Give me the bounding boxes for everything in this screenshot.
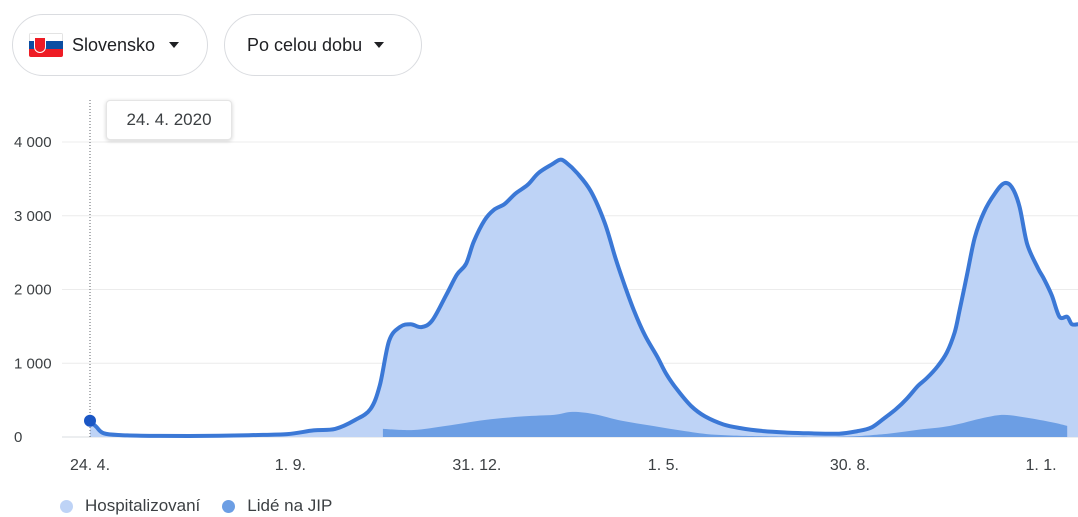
y-tick-label: 3 000 (14, 208, 52, 225)
slovakia-flag-icon (29, 33, 63, 57)
x-tick-label: 1. 5. (648, 457, 679, 474)
series-hospitalized-area (90, 159, 1078, 437)
x-tick-label: 1. 1. (1025, 457, 1056, 474)
y-tick-label: 2 000 (14, 282, 52, 299)
x-tick-label: 24. 4. (70, 457, 110, 474)
x-tick-label: 30. 8. (830, 457, 870, 474)
date-tooltip: 24. 4. 2020 (106, 100, 232, 140)
time-range-select[interactable]: Po celou dobu (224, 14, 422, 76)
country-select[interactable]: Slovensko (12, 14, 208, 76)
y-tick-label: 4 000 (14, 134, 52, 151)
legend-item-icu[interactable]: Lidé na JIP (222, 496, 332, 516)
legend-label-hospitalized: Hospitalizovaní (85, 496, 201, 515)
country-label: Slovensko (72, 34, 156, 55)
series-icu-area (382, 411, 1068, 437)
chart-legend: Hospitalizovaní Lidé na JIP (60, 496, 354, 516)
legend-swatch-hospitalized (60, 499, 73, 513)
legend-label-icu: Lidé na JIP (247, 496, 333, 515)
x-tick-label: 31. 12. (452, 457, 501, 474)
tooltip-date: 24. 4. 2020 (126, 110, 212, 129)
hover-marker (84, 414, 96, 427)
y-tick-label: 1 000 (14, 355, 52, 372)
chevron-down-icon (374, 42, 385, 48)
series-hospitalized-line (88, 157, 1078, 438)
x-tick-label: 1. 9. (275, 457, 306, 474)
time-range-label: Po celou dobu (247, 34, 363, 55)
y-tick-label: 0 (14, 429, 22, 446)
chevron-down-icon (169, 42, 180, 48)
legend-swatch-icu (222, 499, 236, 513)
legend-item-hospitalized[interactable]: Hospitalizovaní (60, 496, 200, 516)
